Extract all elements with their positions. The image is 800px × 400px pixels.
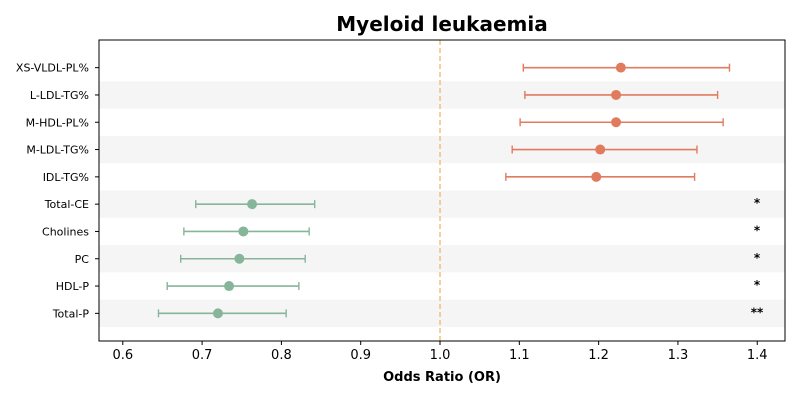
x-tick-label: 1.4 xyxy=(747,348,768,363)
row-label: Total-P xyxy=(52,307,90,320)
row-label: IDL-TG% xyxy=(43,171,89,184)
or-point xyxy=(595,144,606,155)
row-m-hdl-pl-: M-HDL-PL% xyxy=(26,116,724,129)
or-point xyxy=(591,171,602,182)
x-tick-label: 0.9 xyxy=(350,348,371,363)
x-tick-label: 1.3 xyxy=(668,348,689,363)
row-label: HDL-P xyxy=(56,280,90,293)
x-tick-label: 1.0 xyxy=(430,348,451,363)
row-cholines: Cholines * xyxy=(42,223,761,238)
row-label: L-LDL-TG% xyxy=(30,89,89,102)
plot-frame xyxy=(98,39,786,342)
row-total-ce: Total-CE * xyxy=(44,196,761,211)
significance-marker: ** xyxy=(751,305,764,319)
x-ticks: 0.6 0.7 0.8 0.9 1.0 1.1 1.2 1.3 1.4 xyxy=(112,341,768,363)
x-tick-label: 0.7 xyxy=(192,348,213,363)
row-idl-tg-: IDL-TG% xyxy=(43,171,696,184)
or-point xyxy=(238,226,249,237)
row-pc: PC * xyxy=(75,251,761,266)
axes-frame xyxy=(98,39,786,342)
significance-marker: * xyxy=(754,196,761,210)
row-label: M-HDL-PL% xyxy=(26,116,89,129)
rows-group: XS-VLDL-PL% L-LDL-TG% M-HDL-PL% M-LDL-TG% ID… xyxy=(16,62,764,321)
row-hdl-p: HDL-P * xyxy=(56,278,761,293)
x-tick-label: 1.1 xyxy=(509,348,530,363)
x-tick-label: 0.8 xyxy=(271,348,292,363)
row-m-ldl-tg-: M-LDL-TG% xyxy=(26,144,698,157)
or-point xyxy=(615,62,626,73)
row-total-p: Total-P ** xyxy=(52,305,764,320)
chart-title: Myeloid leukaemia xyxy=(336,12,547,36)
or-point xyxy=(611,117,622,128)
or-point xyxy=(611,89,622,100)
row-label: PC xyxy=(75,253,90,266)
row-label: Total-CE xyxy=(44,198,89,211)
row-l-ldl-tg-: L-LDL-TG% xyxy=(30,89,719,102)
or-point xyxy=(247,199,258,210)
x-axis-label: Odds Ratio (OR) xyxy=(383,370,501,385)
row-xs-vldl-pl-: XS-VLDL-PL% xyxy=(16,62,731,75)
or-point xyxy=(234,253,245,264)
significance-marker: * xyxy=(754,278,761,292)
or-point xyxy=(212,308,223,319)
significance-marker: * xyxy=(754,251,761,265)
or-point xyxy=(224,281,235,292)
row-label: Cholines xyxy=(42,225,89,238)
x-tick-label: 0.6 xyxy=(112,348,133,363)
significance-marker: * xyxy=(754,223,761,237)
x-tick-label: 1.2 xyxy=(588,348,609,363)
row-label: XS-VLDL-PL% xyxy=(16,62,89,75)
row-label: M-LDL-TG% xyxy=(26,144,89,157)
